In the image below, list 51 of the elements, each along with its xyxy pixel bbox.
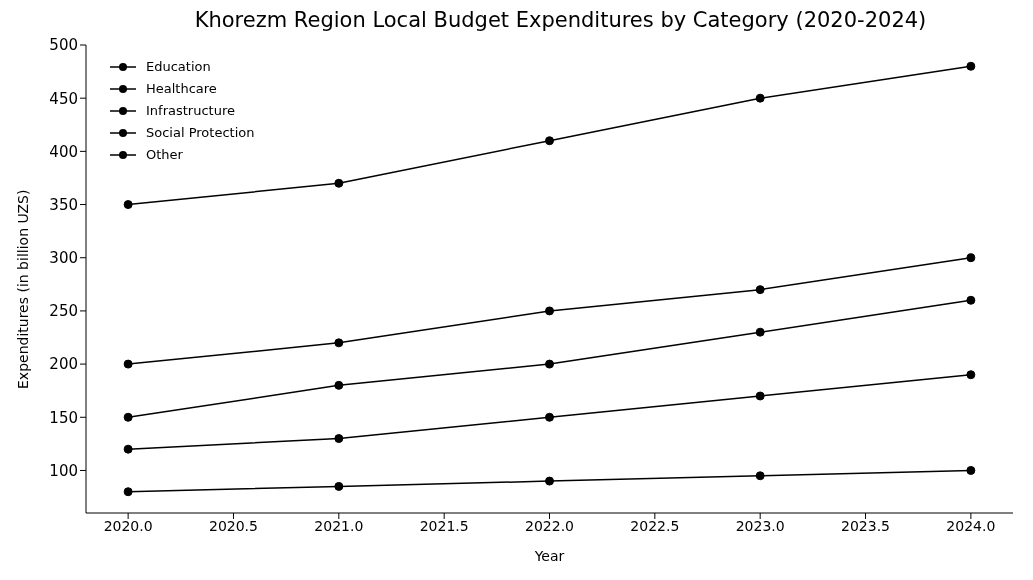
point — [334, 178, 344, 188]
point — [334, 380, 344, 390]
point — [545, 476, 554, 486]
point — [123, 200, 133, 210]
point — [334, 481, 344, 491]
point — [545, 306, 554, 316]
y-tick-label: 250 — [49, 302, 78, 321]
point — [123, 487, 133, 497]
point — [755, 327, 765, 337]
legend-label: Other — [146, 146, 183, 164]
point — [334, 338, 344, 348]
y-tick-label: 350 — [49, 195, 78, 214]
chart-title: Khorezm Region Local Budget Expenditures by Category (2020-2024) — [193, 8, 928, 32]
y-tick-label: 300 — [49, 249, 78, 268]
point — [966, 465, 976, 475]
point — [545, 359, 554, 369]
y-tick-label: 150 — [49, 408, 78, 427]
point — [755, 471, 765, 481]
point — [123, 412, 133, 422]
y-tick-label: 200 — [49, 355, 78, 374]
y-tick-label: 100 — [49, 461, 78, 480]
point — [966, 61, 976, 71]
x-tick-label: 2021.0 — [314, 517, 364, 534]
x-tick-label: 2024.0 — [946, 517, 996, 534]
point — [755, 391, 765, 401]
y-axis-title: Expenditures (in billion UZS) — [14, 189, 31, 389]
point — [545, 136, 554, 146]
point — [966, 253, 976, 263]
legend-label: Education — [146, 58, 211, 76]
x-axis-title: Year — [533, 548, 565, 564]
point — [334, 434, 344, 444]
legend-label: Healthcare — [146, 80, 217, 98]
point — [755, 93, 765, 103]
x-tick-label: 2021.5 — [419, 517, 469, 534]
point — [123, 359, 133, 369]
y-tick-label: 450 — [49, 89, 78, 108]
x-tick-label: 2020.0 — [103, 517, 153, 534]
y-tick-label: 400 — [49, 142, 78, 161]
point — [755, 285, 765, 295]
point — [123, 444, 133, 454]
legend-label: Infrastructure — [146, 102, 235, 120]
x-tick-label: 2023.5 — [841, 517, 891, 534]
point — [966, 370, 976, 380]
x-tick-label: 2022.0 — [525, 517, 574, 534]
legend-label: Social Protection — [146, 124, 255, 142]
x-tick-label: 2022.5 — [630, 517, 680, 534]
x-tick-label: 2020.5 — [208, 517, 258, 534]
point — [545, 412, 554, 422]
y-tick-label: 500 — [49, 36, 78, 55]
point — [966, 295, 976, 305]
x-tick-label: 2023.0 — [735, 517, 785, 534]
